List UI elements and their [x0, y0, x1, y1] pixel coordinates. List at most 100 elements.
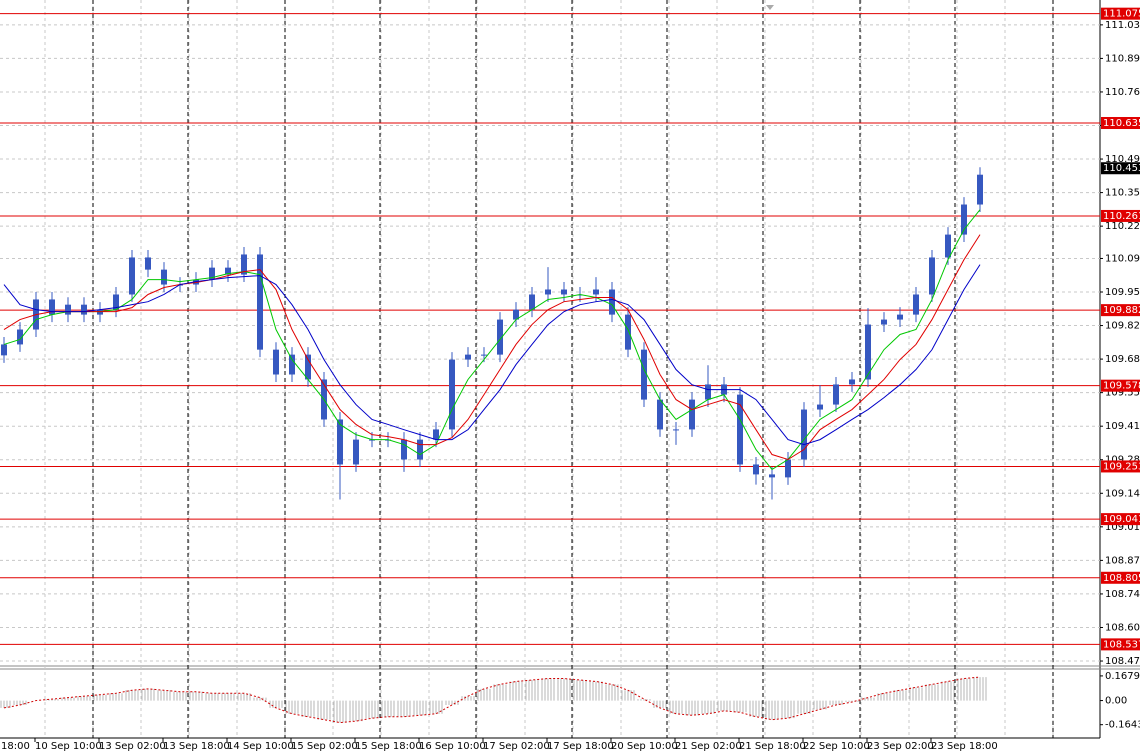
candle-body	[401, 439, 407, 460]
candle-body	[833, 384, 839, 405]
level-label: 108.537	[1103, 639, 1140, 650]
level-label: 109.578	[1103, 381, 1140, 392]
candle-body	[977, 174, 983, 205]
candle-body	[17, 329, 23, 345]
candle-body	[1, 344, 7, 356]
y-tick-label: 110.760	[1105, 87, 1140, 98]
candle-body	[913, 294, 919, 315]
y-tick-label: 110.220	[1105, 221, 1140, 232]
candle-body	[513, 309, 519, 320]
level-label: 109.882	[1103, 305, 1140, 316]
candle-body	[961, 204, 967, 235]
candle-body	[945, 234, 951, 258]
candle-body	[129, 257, 135, 295]
candle-body	[209, 267, 215, 280]
candle-body	[801, 409, 807, 460]
level-label-box	[1101, 460, 1140, 473]
y-tick-label: 110.895	[1105, 53, 1140, 64]
y-tick-label: 109.415	[1105, 421, 1140, 432]
y-tick-label: 109.955	[1105, 287, 1140, 298]
x-tick-label: 22 Sep 10:00	[803, 741, 870, 752]
x-tick-label: 13 Sep 18:00	[163, 741, 230, 752]
y-tick-label: 108.605	[1105, 622, 1140, 633]
x-tick-label: 14 Sep 10:00	[227, 741, 294, 752]
candle-body	[705, 384, 711, 400]
x-tick-label: 23 Sep 02:00	[867, 741, 934, 752]
level-label-box	[1101, 117, 1140, 130]
y-tick-label: 108.470	[1105, 656, 1140, 667]
candle-body	[657, 399, 663, 430]
y-tick-label: 110.355	[1105, 188, 1140, 199]
candle-body	[625, 314, 631, 350]
candle-body	[497, 319, 503, 355]
x-tick-label: 23 Sep 18:00	[931, 741, 998, 752]
candle-body	[609, 289, 615, 315]
moving-average	[3, 234, 981, 461]
level-label: 108.805	[1103, 573, 1140, 584]
osc-signal	[3, 676, 981, 724]
candle-body	[257, 254, 263, 350]
candle-body	[817, 404, 823, 410]
level-label-box	[1101, 209, 1140, 222]
candle-body	[113, 294, 119, 310]
x-tick-label: 17 Sep 18:00	[547, 741, 614, 752]
candle-body	[145, 257, 151, 270]
candle-body	[593, 289, 599, 295]
y-tick-label: 111.030	[1105, 20, 1140, 31]
candle-body	[49, 299, 55, 315]
level-label-box	[1101, 638, 1140, 651]
candle-body	[849, 379, 855, 385]
level-label-box	[1101, 571, 1140, 584]
candle-body	[865, 324, 871, 380]
y-tick-label: 109.685	[1105, 354, 1140, 365]
level-label-box	[1101, 7, 1140, 20]
candle-body	[273, 349, 279, 375]
candle-body	[289, 354, 295, 375]
candle-body	[353, 439, 359, 465]
candle-body	[881, 319, 887, 325]
level-label-box	[1101, 379, 1140, 392]
candle-body	[225, 267, 231, 275]
candle-body	[929, 257, 935, 295]
osc-tick-label: 0.00	[1105, 696, 1127, 707]
y-tick-label: 110.090	[1105, 253, 1140, 264]
candle-body	[561, 289, 567, 295]
candle-body	[481, 354, 487, 356]
y-tick-label: 109.550	[1105, 388, 1140, 399]
candle-body	[673, 429, 679, 431]
y-tick-label: 109.145	[1105, 488, 1140, 499]
x-tick-label: 13 Sep 02:00	[99, 741, 166, 752]
y-tick-label: 109.010	[1105, 522, 1140, 533]
y-tick-label: 109.280	[1105, 455, 1140, 466]
candle-body	[641, 349, 647, 400]
candle-body	[81, 304, 87, 315]
moving-average	[3, 209, 981, 471]
current-price-box	[1101, 162, 1140, 175]
x-tick-label: 15 Sep 02:00	[291, 741, 358, 752]
x-tick-label: 15 Sep 18:00	[355, 741, 422, 752]
x-tick-label: 21 Sep 18:00	[739, 741, 806, 752]
x-tick-label: 10 Sep 10:00	[35, 741, 102, 752]
shift-marker	[766, 5, 774, 10]
candle-body	[449, 359, 455, 430]
candle-body	[433, 429, 439, 440]
level-label-box	[1101, 304, 1140, 317]
candle-body	[769, 474, 775, 478]
candle-body	[545, 289, 551, 295]
y-tick-label: 110.490	[1105, 154, 1140, 165]
x-tick-label: 17 Sep 02:00	[483, 741, 550, 752]
candle-body	[337, 419, 343, 465]
level-label: 109.253	[1103, 461, 1140, 472]
current-price-label: 110.453	[1103, 163, 1140, 174]
candle-body	[417, 439, 423, 460]
candle-body	[241, 254, 247, 275]
candle-body	[529, 294, 535, 310]
candle-body	[161, 269, 167, 285]
x-tick-label: 20 Sep 10:00	[611, 741, 678, 752]
level-label: 111.075	[1103, 9, 1140, 20]
level-label: 110.635	[1103, 118, 1140, 129]
candle-body	[65, 304, 71, 315]
candle-body	[305, 354, 311, 380]
